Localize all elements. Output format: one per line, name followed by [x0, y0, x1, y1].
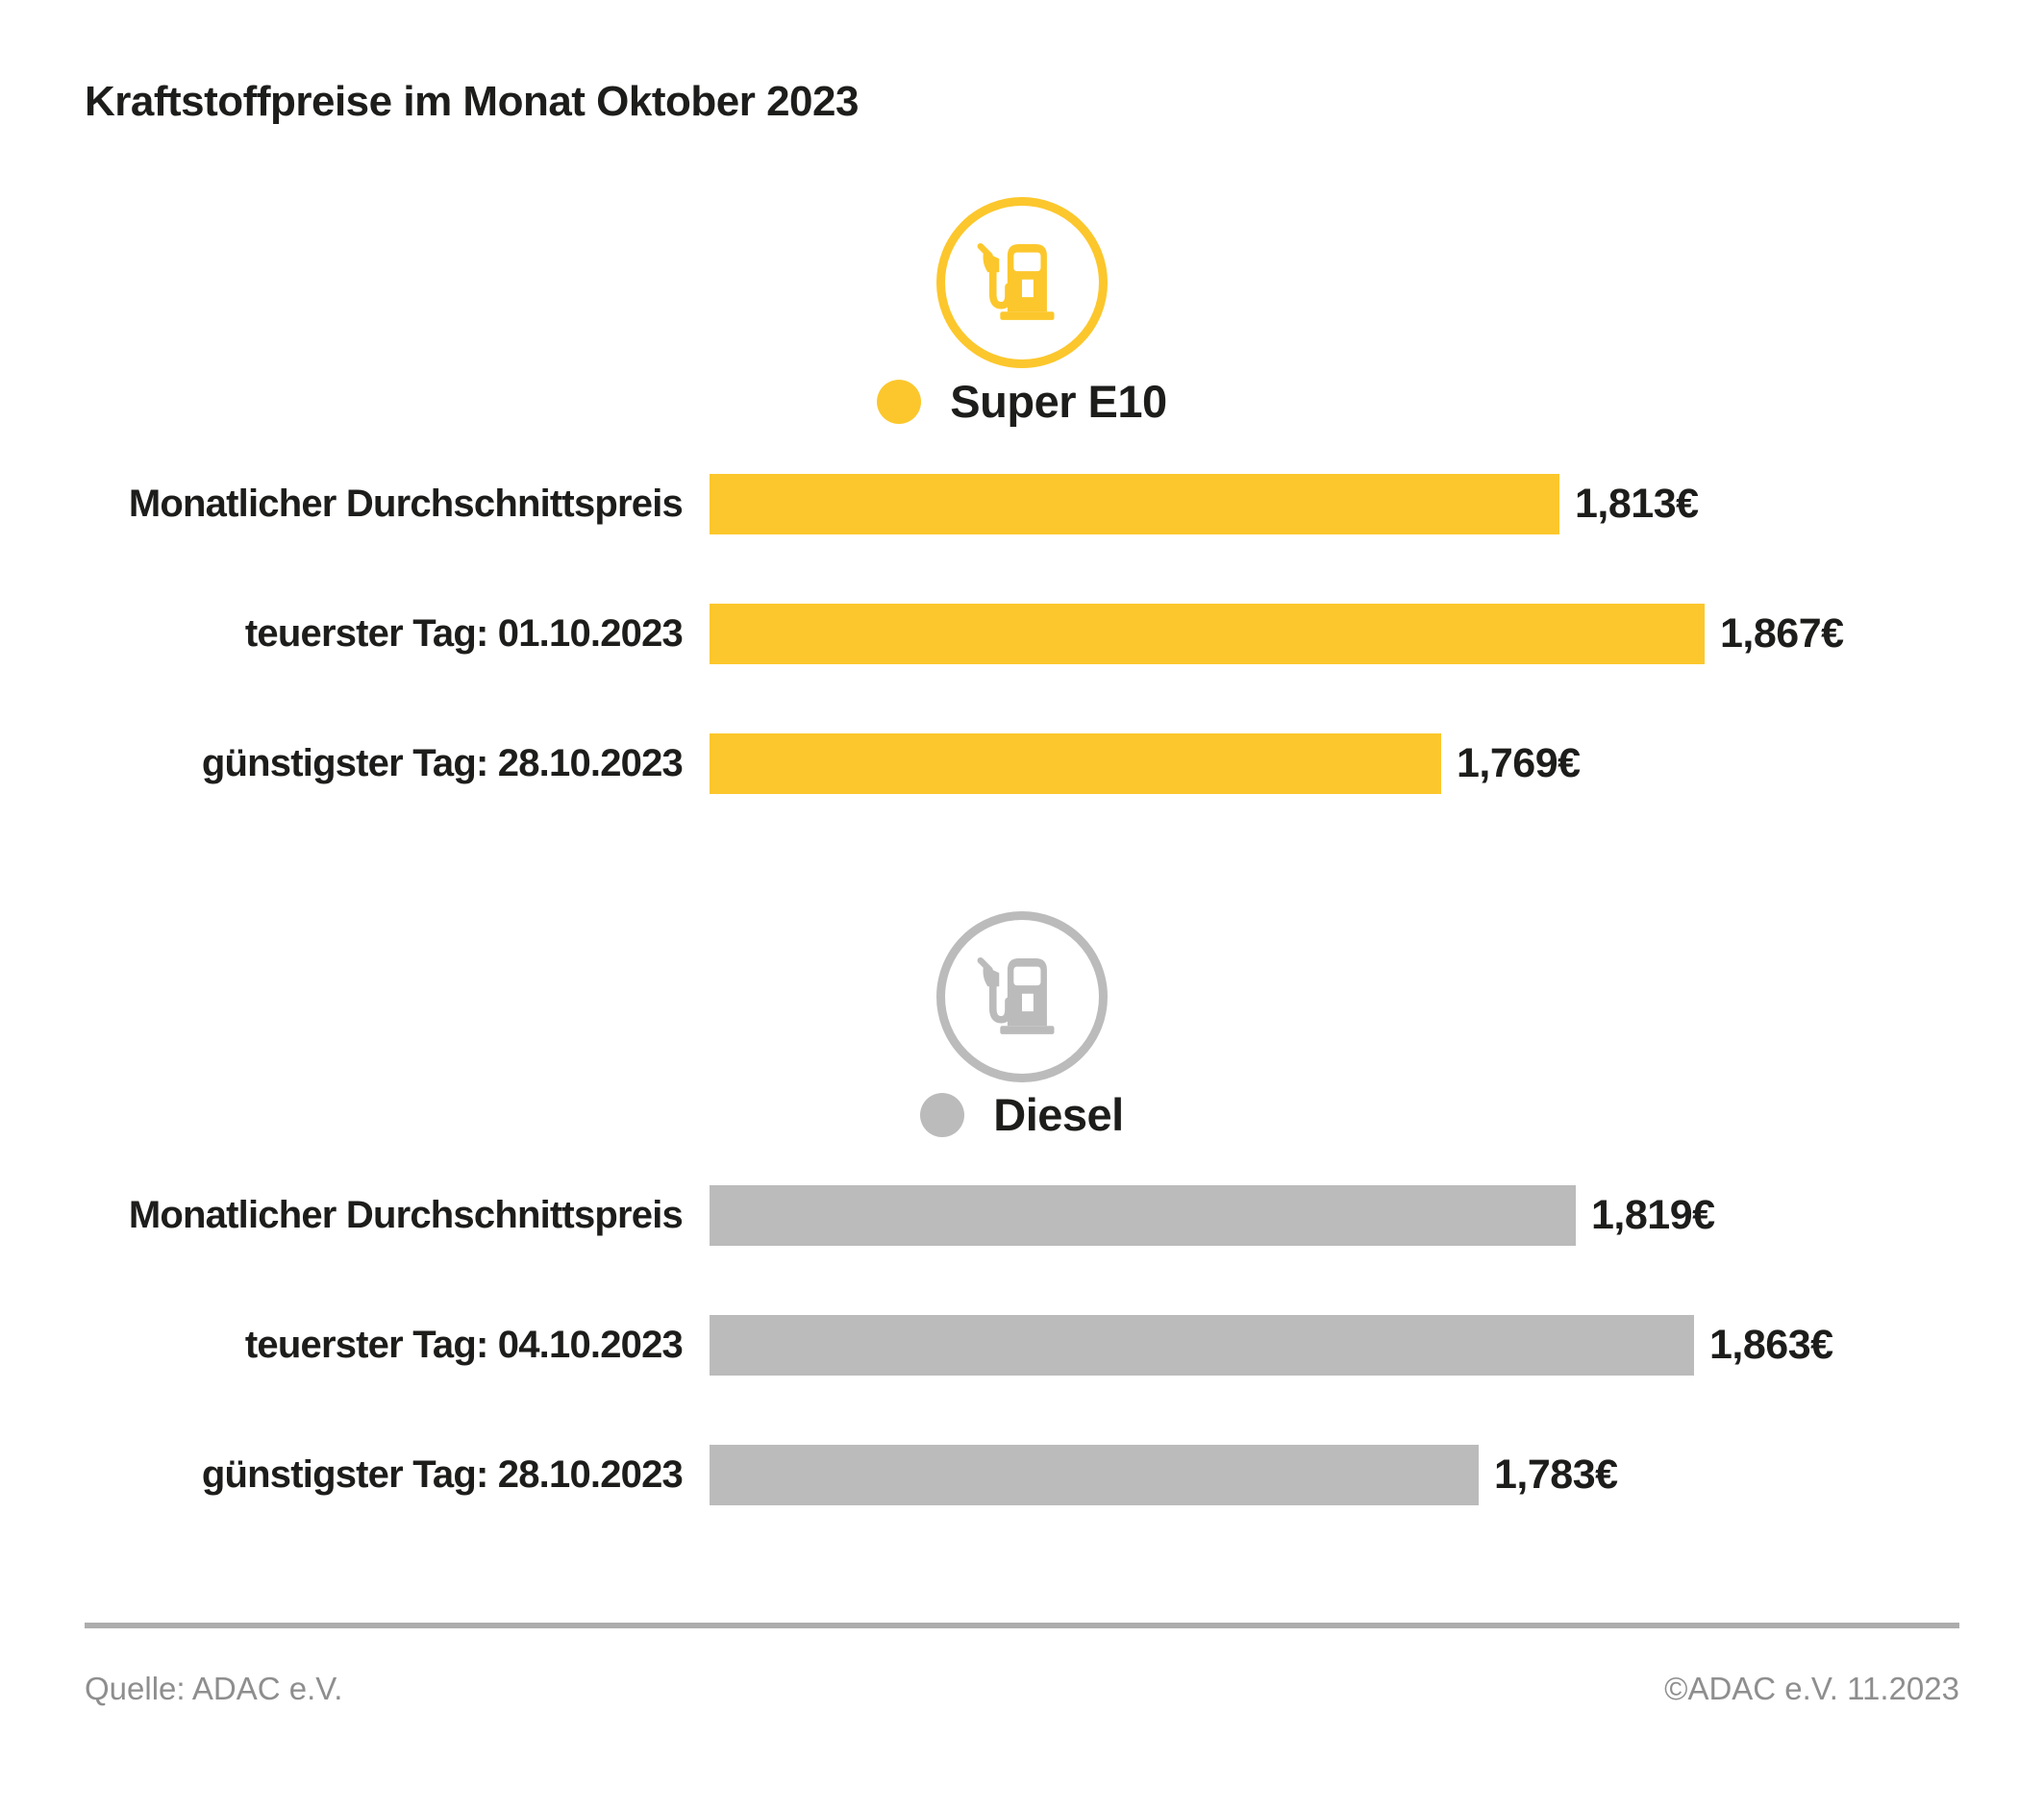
bar: [710, 604, 1705, 664]
bar-value-label: 1,863€: [1709, 1322, 1833, 1368]
series-legend: Super E10: [0, 375, 2044, 428]
legend-label: Super E10: [950, 376, 1167, 427]
series-legend: Diesel: [0, 1088, 2044, 1141]
bar-row: teuerster Tag: 01.10.2023 1,867€: [0, 604, 2044, 664]
bar-value-label: 1,867€: [1720, 610, 1844, 657]
bar: [710, 1315, 1694, 1376]
bar-value-label: 1,819€: [1591, 1192, 1715, 1238]
footer-divider: [85, 1623, 1959, 1628]
bar-row: teuerster Tag: 04.10.2023 1,863€: [0, 1315, 2044, 1376]
footer-copyright: ©ADAC e.V. 11.2023: [1664, 1671, 1959, 1706]
bar-value-label: 1,813€: [1575, 481, 1699, 527]
bar-row: Monatlicher Durchschnittspreis 1,813€: [0, 474, 2044, 534]
bar: [710, 1445, 1479, 1505]
bar-category-label: günstigster Tag: 28.10.2023: [201, 1453, 684, 1496]
bar-category-label: günstigster Tag: 28.10.2023: [201, 742, 684, 784]
bar-value-label: 1,769€: [1457, 740, 1581, 786]
fuel-pump-icon: [936, 197, 1108, 368]
chart-title: Kraftstoffpreise im Monat Oktober 2023: [85, 78, 859, 126]
fuel-pump-icon: [936, 911, 1108, 1082]
bar-row: günstigster Tag: 28.10.2023 1,783€: [0, 1445, 2044, 1505]
bar: [710, 733, 1441, 794]
bar: [710, 474, 1559, 534]
footer-source: Quelle: ADAC e.V.: [85, 1671, 343, 1706]
bar: [710, 1185, 1576, 1246]
bar-category-label: Monatlicher Durchschnittspreis: [128, 483, 684, 525]
legend-dot-icon: [920, 1092, 965, 1137]
legend-label: Diesel: [993, 1089, 1124, 1140]
bar-value-label: 1,783€: [1494, 1451, 1618, 1498]
bar-category-label: teuerster Tag: 01.10.2023: [244, 612, 684, 655]
bar-category-label: Monatlicher Durchschnittspreis: [128, 1194, 684, 1236]
bar-row: günstigster Tag: 28.10.2023 1,769€: [0, 733, 2044, 794]
bar-category-label: teuerster Tag: 04.10.2023: [244, 1324, 684, 1366]
bar-row: Monatlicher Durchschnittspreis 1,819€: [0, 1185, 2044, 1246]
legend-dot-icon: [877, 379, 922, 424]
